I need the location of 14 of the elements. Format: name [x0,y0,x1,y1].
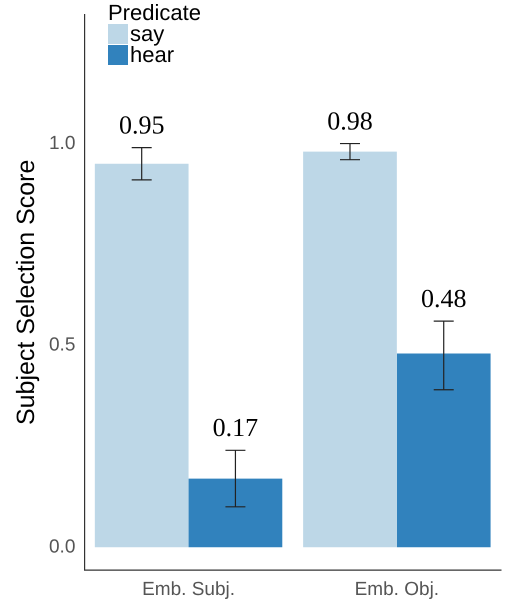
bar [396,353,491,548]
x-tick-label: Emb. Obj. [354,578,440,600]
data-label: 0.95 [118,110,164,140]
y-tick-label: 1.0 [48,132,76,154]
y-axis-title: Subject Selection Score [12,160,40,426]
data-label: 0.17 [212,413,258,442]
x-tick-label: Emb. Subj. [142,578,236,600]
bar [94,164,189,548]
y-tick-label: 0.0 [48,536,76,558]
y-tick-label: 0.5 [48,334,76,356]
data-label: 0.98 [327,106,373,136]
bar [303,152,397,548]
bar [188,478,282,548]
data-label: 0.48 [420,284,466,313]
